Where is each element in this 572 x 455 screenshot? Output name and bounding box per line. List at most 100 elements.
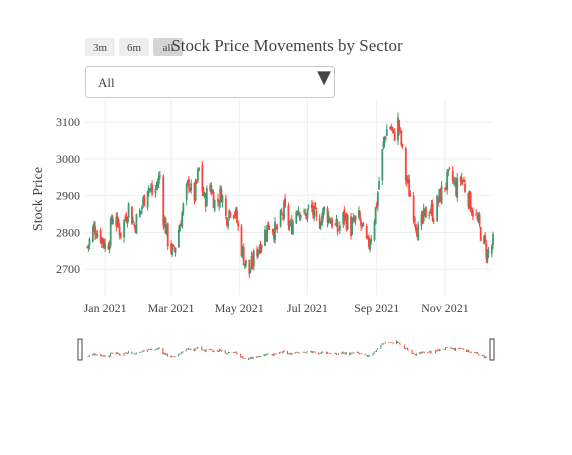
candle-body: [256, 248, 259, 257]
candlestick: [373, 219, 376, 242]
candle-body: [193, 182, 196, 201]
candlestick: [86, 246, 89, 249]
candle-body: [266, 224, 269, 242]
candlestick: [428, 210, 431, 220]
candlestick: [151, 180, 153, 197]
candle-body: [143, 194, 146, 207]
candlestick: [378, 176, 380, 190]
candlestick: [382, 136, 385, 150]
candlestick: [232, 214, 235, 220]
candle-body: [295, 211, 298, 224]
candlestick: [99, 227, 102, 245]
candle-layer[interactable]: [86, 112, 494, 279]
candle-body: [163, 218, 166, 228]
candle-body: [227, 221, 229, 227]
candlestick: [425, 206, 427, 218]
candlestick: [477, 212, 480, 224]
candlestick: [366, 235, 369, 240]
candlestick: [256, 245, 259, 260]
candlestick: [436, 194, 439, 222]
candlestick: [456, 173, 459, 202]
candle-body: [204, 194, 207, 207]
candle-body: [483, 235, 485, 244]
candlestick: [306, 208, 309, 223]
candlestick: [190, 179, 193, 194]
candle-body: [217, 198, 219, 203]
candle-body: [112, 218, 114, 225]
range-button-3m[interactable]: 3m: [85, 38, 115, 56]
candle-body: [477, 216, 480, 221]
candlestick: [202, 186, 205, 197]
candlestick: [326, 205, 329, 228]
candle-body: [181, 212, 184, 228]
candlestick: [479, 226, 482, 242]
candle-body: [314, 202, 317, 210]
candlestick: [389, 126, 392, 130]
candle-body: [201, 164, 204, 192]
candle-body: [376, 192, 379, 207]
candlestick: [171, 243, 174, 257]
candlestick: [95, 230, 98, 239]
candlestick: [279, 209, 282, 228]
sector-dropdown[interactable]: All ▼: [85, 66, 335, 98]
candlestick: [352, 213, 355, 224]
candlestick: [258, 244, 261, 255]
candlestick: [251, 252, 254, 270]
candlestick: [266, 224, 269, 242]
candlestick: [91, 224, 94, 243]
candlestick: [224, 194, 227, 220]
candlestick: [337, 228, 340, 231]
range-button-6m[interactable]: 6m: [119, 38, 149, 56]
candle-body: [290, 220, 293, 235]
candlestick: [203, 192, 206, 199]
candle-body: [393, 131, 396, 141]
candle-body: [284, 198, 286, 207]
candlestick: [417, 221, 420, 241]
candlestick: [360, 218, 362, 231]
range-selector[interactable]: 3m 6m all: [85, 38, 183, 56]
candlestick: [315, 207, 318, 221]
candlestick: [359, 209, 361, 221]
candlestick: [218, 200, 221, 211]
candlestick: [148, 187, 151, 194]
candlestick: [228, 209, 231, 221]
candle-body: [383, 136, 386, 144]
candlestick: [303, 208, 305, 215]
candle-body: [409, 193, 412, 197]
candle-body: [478, 214, 481, 225]
candle-body: [236, 210, 238, 223]
candle-body: [436, 196, 439, 222]
candle-body: [110, 216, 113, 223]
candle-body: [431, 203, 434, 221]
candlestick: [431, 199, 434, 222]
candlestick: [289, 218, 292, 226]
candlestick: [188, 175, 190, 194]
candle-body: [448, 167, 451, 169]
candlestick: [447, 169, 450, 177]
candle-body: [189, 189, 191, 191]
slider-handle-left[interactable]: [77, 338, 83, 361]
slider-handle-right[interactable]: [489, 338, 495, 361]
candle-body: [156, 183, 159, 188]
candlestick: [468, 190, 471, 210]
candlestick: [217, 193, 219, 207]
candle-body: [267, 221, 270, 230]
range-button-all[interactable]: all: [153, 38, 183, 56]
candlestick: [444, 187, 446, 193]
candle-body: [370, 238, 373, 243]
candle-body: [248, 259, 251, 275]
candlestick: [486, 248, 489, 264]
range-slider[interactable]: [77, 338, 495, 361]
candle-body: [213, 199, 216, 211]
candlestick: [125, 212, 128, 224]
candle-body: [374, 207, 377, 224]
candle-body: [134, 226, 137, 232]
candle-body: [412, 195, 415, 221]
candle-body: [321, 215, 323, 226]
candlestick: [483, 235, 485, 245]
candlestick: [162, 173, 165, 231]
candle-body: [423, 208, 426, 212]
candle-body: [432, 220, 435, 222]
candle-body: [425, 206, 427, 218]
y-tick-label: 3000: [56, 152, 80, 166]
